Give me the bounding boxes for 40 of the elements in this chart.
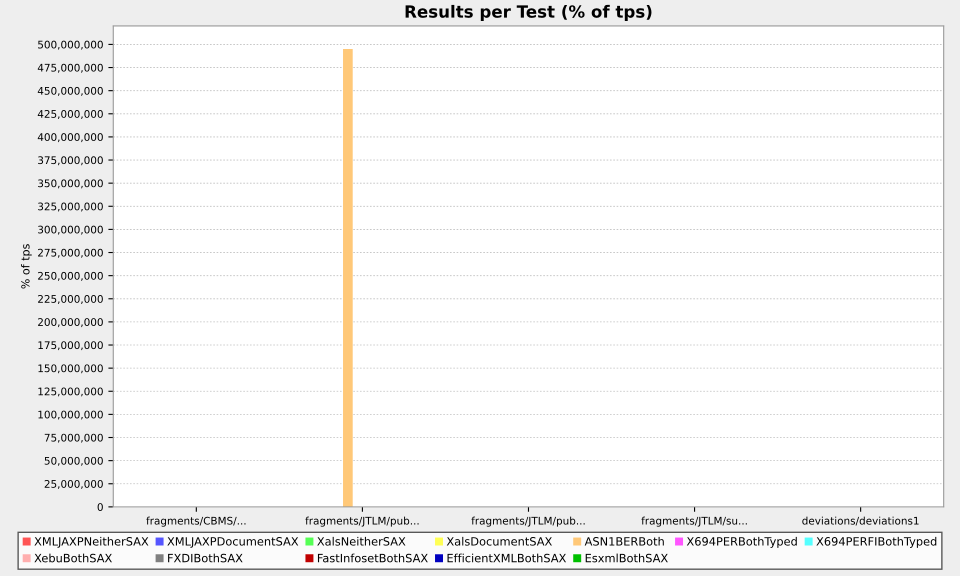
y-tick-label: 300,000,000 — [38, 226, 103, 235]
legend-label: XalsNeitherSAX — [317, 536, 406, 546]
x-tick-label: fragments/JTLM/pub... — [305, 516, 419, 527]
y-tick-label: 400,000,000 — [38, 133, 103, 142]
legend-label: X694PERFIBothTyped — [816, 536, 936, 548]
x-tick-label: deviations/deviations1 — [802, 516, 919, 526]
legend-label: XMLJAXPNeitherSAX — [34, 536, 148, 548]
y-tick-label: 125,000,000 — [38, 387, 103, 396]
y-tick-label: 500,000,000 — [38, 40, 103, 50]
legend-label: EsxmlBothSAX — [586, 554, 668, 562]
chart-title: Results per Test (% of tps) — [406, 4, 652, 22]
legend-label: X694PERBothTyped — [686, 536, 797, 548]
legend-label: XMLJAXPDocumentSAX — [167, 537, 298, 548]
legend-label: FastInfosetBothSAX — [318, 554, 428, 562]
y-tick-label: 275,000,000 — [38, 248, 103, 258]
legend-label: ASN1BERBoth — [584, 536, 664, 546]
y-tick-label: 475,000,000 — [38, 64, 103, 73]
y-tick-label: 350,000,000 — [38, 179, 103, 188]
x-tick-label: fragments/JTLM/pub... — [471, 516, 585, 527]
y-axis-title: % of tps — [20, 244, 32, 289]
y-tick-label: 200,000,000 — [38, 318, 103, 328]
y-tick-label: 375,000,000 — [38, 156, 103, 166]
y-tick-label: 450,000,000 — [38, 86, 103, 96]
y-tick-label: 100,000,000 — [38, 410, 103, 420]
legend-label: XebuBothSAX — [34, 554, 112, 562]
y-tick-label: 150,000,000 — [38, 364, 103, 374]
y-tick-label: 50,000,000 — [44, 456, 103, 466]
y-tick-label: 175,000,000 — [38, 341, 103, 350]
y-tick-label: 75,000,000 — [44, 434, 103, 443]
y-tick-label: 325,000,000 — [38, 202, 103, 212]
legend-label: EfficientXMLBothSAX — [448, 554, 566, 562]
y-tick-label: 425,000,000 — [38, 110, 103, 119]
x-tick-label: fragments/CBMS/... — [146, 516, 246, 527]
x-tick-label: fragments/JTLM/su... — [641, 516, 747, 527]
y-tick-label: 225,000,000 — [38, 295, 103, 304]
y-tick-label: 250,000,000 — [38, 272, 103, 281]
y-tick-label: 0 — [98, 503, 103, 511]
y-tick-label: 25,000,000 — [44, 480, 103, 489]
legend-label: XalsDocumentSAX — [446, 536, 552, 546]
legend-label: FXDIBothSAX — [168, 554, 243, 562]
